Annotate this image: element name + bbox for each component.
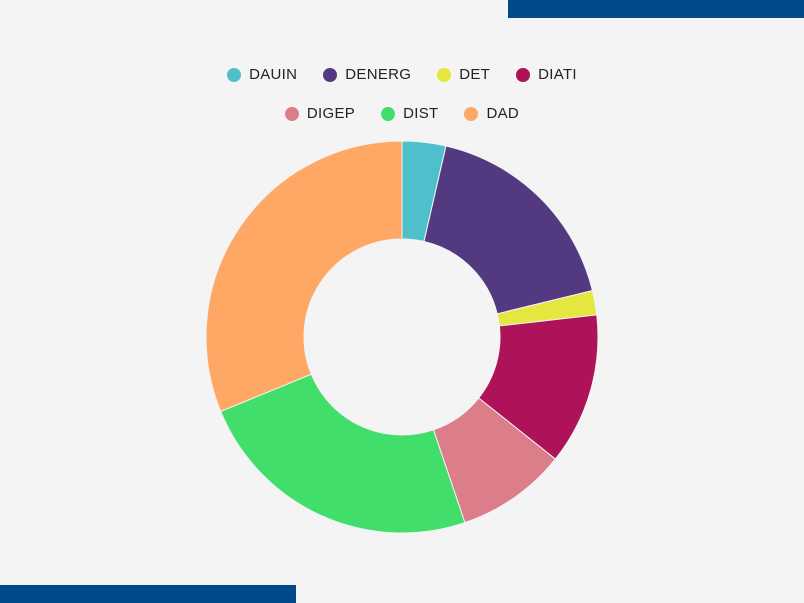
legend-label-det: DET: [459, 66, 491, 83]
slice-dist[interactable]: [220, 373, 466, 534]
slice-denerg[interactable]: [423, 145, 594, 315]
legend-item-det[interactable]: DET: [437, 66, 490, 83]
legend-label-dist: DIST: [403, 105, 439, 122]
slice-dad[interactable]: [205, 140, 403, 413]
legend-label-digep: DIGEP: [306, 105, 356, 122]
legend-item-denerg[interactable]: DENERG: [323, 66, 411, 83]
legend-item-dad[interactable]: DAD: [464, 105, 519, 122]
legend-row-2: DIGEP DIST DAD: [0, 105, 804, 122]
legend-swatch-det: [437, 67, 452, 82]
legend-item-dist[interactable]: DIST: [381, 105, 438, 122]
bottom-accent-bar: [0, 585, 296, 603]
legend-swatch-dauin: [227, 67, 242, 82]
legend-item-dauin[interactable]: DAUIN: [227, 66, 297, 83]
legend-item-digep[interactable]: DIGEP: [284, 105, 356, 122]
legend-label-dauin: DAUIN: [249, 66, 298, 83]
legend-swatch-dad: [464, 106, 479, 121]
top-accent-bar: [508, 0, 804, 18]
legend-label-diati: DIATI: [538, 66, 577, 83]
legend-item-diati[interactable]: DIATI: [516, 66, 577, 83]
legend-swatch-digep: [284, 106, 299, 121]
legend-row-1: DAUIN DENERG DET DIATI: [0, 66, 804, 83]
legend-swatch-dist: [381, 106, 396, 121]
legend-swatch-diati: [516, 67, 531, 82]
legend-swatch-denerg: [323, 67, 338, 82]
legend-label-dad: DAD: [486, 105, 520, 122]
legend-label-denerg: DENERG: [345, 66, 412, 83]
